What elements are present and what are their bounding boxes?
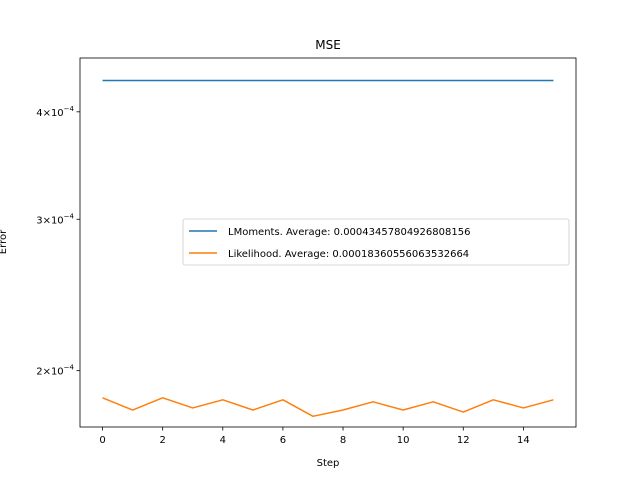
plot-frame [79, 57, 577, 428]
y-tick-label-base: 4×10 [36, 108, 63, 119]
plot-area [102, 79, 554, 418]
legend-entry-label: LMoments. Average: 0.0004345780492680815… [228, 227, 470, 238]
y-tick-label: 3×10−4 [36, 212, 74, 226]
y-axis-label: Error [0, 229, 9, 254]
legend-box [182, 218, 570, 266]
x-tick-label: 10 [397, 435, 410, 446]
x-tick-label: 4 [220, 435, 226, 446]
legend: LMoments. Average: 0.0004345780492680815… [182, 218, 570, 266]
x-tick-label: 14 [517, 435, 530, 446]
x-tick-label: 12 [457, 435, 470, 446]
x-tick-label: 2 [159, 435, 165, 446]
x-axis: 0 2 4 6 8 10 12 14 [99, 427, 530, 446]
y-tick-label-base: 2×10 [36, 367, 63, 378]
series-line-likelihood [102, 397, 554, 418]
y-tick-label: 4×10−4 [36, 105, 74, 119]
y-tick-label: 2×10−4 [36, 364, 74, 378]
x-tick-label: 0 [99, 435, 105, 446]
x-tick-label: 8 [340, 435, 346, 446]
y-tick-label-exponent: −4 [64, 364, 75, 372]
y-tick-label-exponent: −4 [64, 212, 75, 220]
y-tick-label-exponent: −4 [64, 105, 75, 113]
x-tick-label: 6 [280, 435, 286, 446]
x-axis-label: Step [317, 458, 340, 469]
y-tick-label-base: 3×10 [36, 215, 63, 226]
y-axis: 2×10−43×10−44×10−4 [36, 105, 80, 378]
chart-title: MSE [315, 38, 341, 52]
legend-entry-label: Likelihood. Average: 0.00018360556063532… [228, 249, 469, 260]
